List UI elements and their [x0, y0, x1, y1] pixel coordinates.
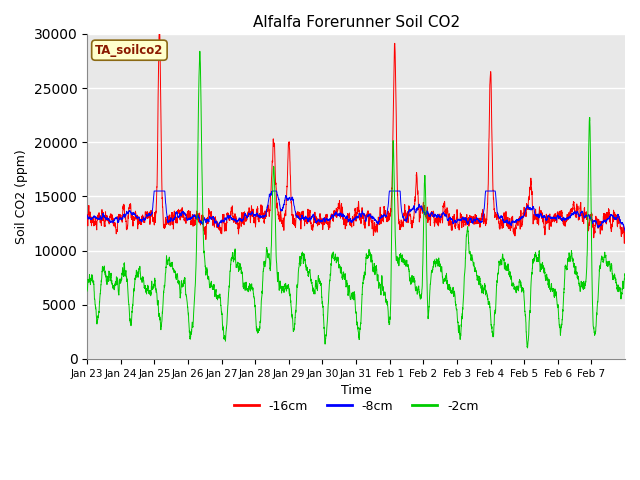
Title: Alfalfa Forerunner Soil CO2: Alfalfa Forerunner Soil CO2	[253, 15, 460, 30]
Text: TA_soilco2: TA_soilco2	[95, 44, 164, 57]
Y-axis label: Soil CO2 (ppm): Soil CO2 (ppm)	[15, 149, 28, 244]
Legend: -16cm, -8cm, -2cm: -16cm, -8cm, -2cm	[228, 395, 484, 418]
X-axis label: Time: Time	[340, 384, 371, 397]
